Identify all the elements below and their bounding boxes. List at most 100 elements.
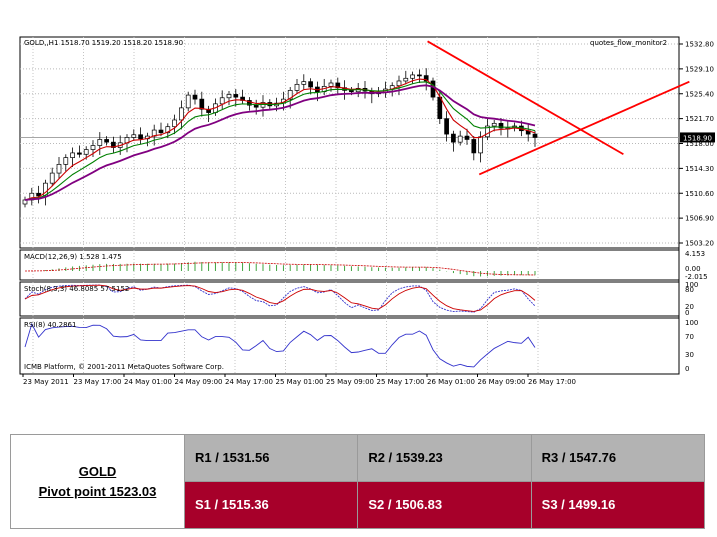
time-tick-label: 24 May 17:00 [225,378,273,386]
trend-line-lower [478,80,690,176]
macd-signal-line [24,262,536,276]
r2-value: R2 / 1539.23 [368,450,443,465]
current-price-label: 1518.90 [683,134,712,142]
indicator-label: quotes_flow_monitor2 [590,39,667,47]
candle-body [192,94,198,100]
resistance-cell: R2 / 1539.23 [357,434,532,482]
support-cell: S3 / 1499.16 [530,481,706,529]
candle-body [172,119,177,128]
macd-tick-label: -2.015 [685,273,708,281]
candle-body [70,152,75,158]
candle-body [49,172,55,184]
candle-body [403,77,409,82]
price-tick-label: 1514.30 [685,165,714,173]
candle-body [410,74,415,79]
candle-body [498,122,504,129]
price-tick-label: 1529.10 [685,65,714,73]
trend-line-upper [427,40,624,156]
stoch-tick-label: 80 [685,286,694,294]
candle-body [335,82,341,89]
candle-body [485,125,490,138]
r3-value: R3 / 1547.76 [541,450,617,465]
candle-body [430,80,436,98]
candle-body [451,133,456,143]
rsi-tick-label: 70 [685,333,694,341]
s2-value: S2 / 1506.83 [368,497,443,512]
time-tick-label: 24 May 01:00 [124,378,172,386]
resistance-cell: R3 / 1547.76 [530,434,706,482]
candle-body [328,82,334,87]
time-tick-label: 26 May 01:00 [427,378,475,386]
candle-body [43,182,48,197]
time-tick-label: 23 May 2011 [23,378,69,386]
current-price-box [680,132,715,143]
candle-body [111,141,116,148]
macd-tick-label: 4.153 [685,250,705,258]
candle-body [349,90,354,93]
candle-body [226,94,232,99]
candle-body [457,135,463,143]
s3-value: S3 / 1499.16 [541,497,616,512]
price-tick-label: 1506.90 [685,215,714,223]
time-tick-label: 25 May 09:00 [326,378,374,386]
support-cell: S1 / 1515.36 [183,481,359,529]
time-tick-label: 25 May 01:00 [276,378,324,386]
candle-body [464,135,470,140]
candle-body [437,96,443,119]
ma-mid-line [24,81,536,201]
macd-tick-label: 0.00 [685,265,701,273]
s1-value: S1 / 1515.36 [195,497,269,512]
rsi-tick-label: 0 [685,365,689,373]
candle-body [532,133,538,138]
candle-body [396,80,402,87]
candle-body [131,134,137,138]
candle-body [63,157,69,165]
macd-label: MACD(12,26,9) 1.528 1.475 [24,253,122,261]
candle-body [423,75,429,82]
candle-body [185,94,191,109]
candle-body [90,145,96,150]
r1-value: R1 / 1531.56 [195,450,270,465]
time-tick-label: 23 May 17:00 [74,378,122,386]
candle-body [287,90,293,100]
candle-body [478,136,483,154]
pivot-point: Pivot point 1523.03 [38,483,157,499]
ma-slow-line [24,84,536,201]
candle-body [233,94,239,98]
candle-body [294,83,300,91]
stoch-d-line [24,284,536,312]
rsi-tick-label: 30 [685,351,694,359]
candle-body [138,134,143,140]
price-tick-label: 1503.20 [685,240,714,248]
rsi-tick-label: 100 [685,319,698,327]
price-tick-label: 1521.70 [685,115,714,123]
rsi-line [24,322,536,368]
support-cell: S2 / 1506.83 [357,481,532,529]
instrument-cell: GOLD Pivot point 1523.03 [10,434,185,529]
candle-body [97,139,103,146]
candle-body [417,74,422,77]
candle-body [444,118,449,135]
price-tick-label: 1510.60 [685,190,714,198]
ma-fast-line [24,78,536,201]
symbol-header: GOLD,,H1 1518.70 1519.20 1518.20 1518.90 [24,39,183,47]
main-price-panel [19,36,680,249]
copyright-text: ICMB Platform, © 2001-2011 MetaQuotes So… [24,363,224,371]
stoch-tick-label: 0 [685,309,689,317]
candle-body [253,104,259,108]
candle-body [471,139,477,154]
candle-body [158,129,164,134]
time-tick-label: 25 May 17:00 [377,378,425,386]
candle-body [308,81,313,88]
stoch-tick-label: 20 [685,303,694,311]
price-tick-label: 1532.80 [685,41,714,49]
stoch-tick-label: 100 [685,281,698,289]
candle-body [301,81,307,85]
candle-body [77,152,82,155]
price-chart: 1532.80 1529.10 1525.40 1521.70 1518.00 1514.… [19,36,715,386]
candle-body [104,139,109,143]
candle-body [165,126,171,134]
price-tick-label: 1518.00 [685,140,714,148]
price-tick-label: 1525.40 [685,90,714,98]
candle-body [199,98,205,110]
